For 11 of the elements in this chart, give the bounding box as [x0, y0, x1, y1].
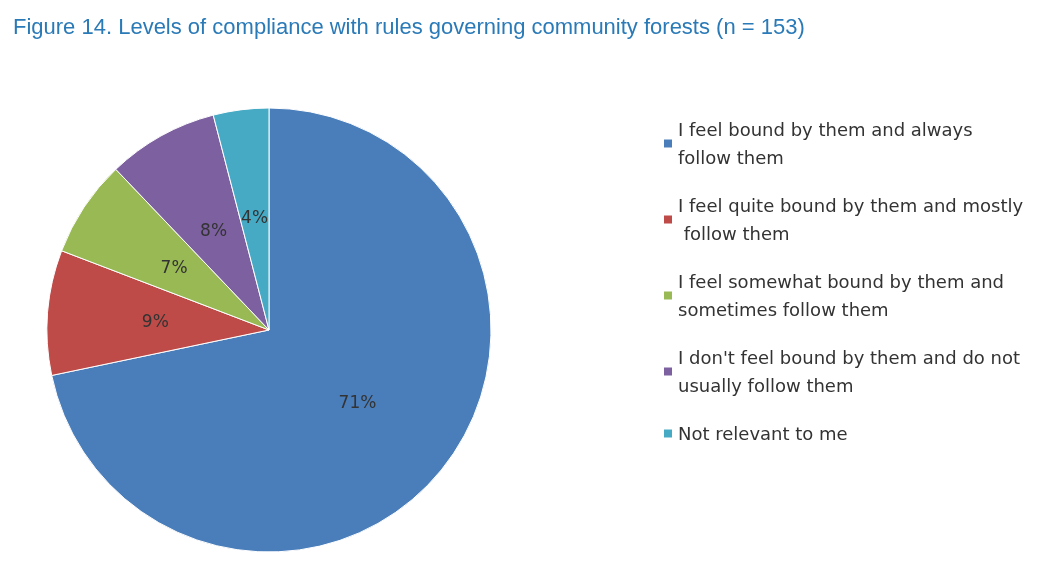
- data-label: 71%: [338, 391, 377, 412]
- legend-label: I feel bound by them and always follow them: [678, 119, 979, 168]
- data-label: 4%: [241, 206, 269, 227]
- legend-label: I feel somewhat bound by them and sometimes follow them: [678, 271, 1010, 320]
- legend-label: I feel quite bound by them and mostly follow them: [678, 195, 1024, 244]
- legend-label: I don't feel bound by them and do not usually follow them: [678, 347, 1026, 396]
- data-label: 8%: [200, 220, 228, 241]
- data-label: 9%: [141, 310, 169, 331]
- chart-title: Figure 14. Levels of compliance with rules governing community forests (n = 153): [13, 13, 805, 39]
- data-label: 7%: [160, 256, 188, 277]
- legend-label: Not relevant to me: [678, 423, 848, 444]
